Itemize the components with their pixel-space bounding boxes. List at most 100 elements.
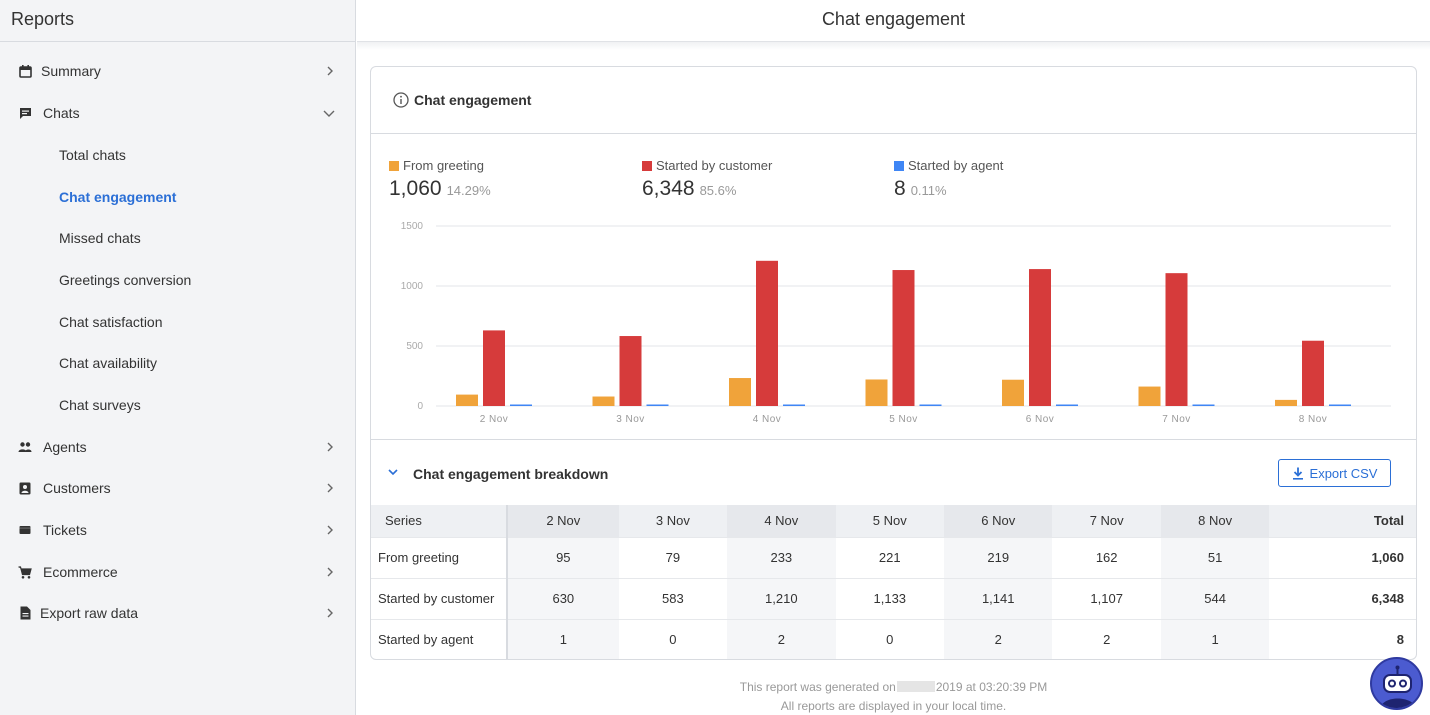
table-cell: From greeting <box>371 536 508 578</box>
table-cell: 630 <box>507 577 619 619</box>
breakdown-header: Chat engagement breakdown Export CSV <box>371 439 1416 505</box>
legend-name: From greeting <box>403 158 484 173</box>
sidebar-subitem-chat-engagement[interactable]: Chat engagement <box>0 177 355 217</box>
bar-started-by-agent <box>1056 404 1078 406</box>
sidebar-subitem-label: Missed chats <box>59 230 141 246</box>
x-tick-label: 4 Nov <box>753 414 782 425</box>
legend-percent: 0.11% <box>910 183 947 198</box>
table-row: From greeting 95 79 233 221 219 162 51 1,060 <box>371 536 1416 578</box>
column-header: 2 Nov <box>507 505 619 537</box>
table-cell: 6,348 <box>1269 577 1416 619</box>
download-icon <box>1292 467 1303 480</box>
y-tick-label: 0 <box>417 401 423 412</box>
sidebar-item-agents[interactable]: Agents <box>0 427 355 467</box>
table-cell: Started by agent <box>371 618 508 659</box>
table-cell: 1 <box>1160 618 1270 659</box>
sidebar-item-label: Tickets <box>43 522 87 538</box>
table-cell: 219 <box>944 536 1053 578</box>
table-cell: 95 <box>507 536 619 578</box>
sidebar-subitem-greetings-conversion[interactable]: Greetings conversion <box>0 260 355 300</box>
y-tick-label: 500 <box>406 341 423 352</box>
sidebar-item-label: Ecommerce <box>43 564 118 580</box>
chatbot-launcher-button[interactable] <box>1370 657 1423 710</box>
document-icon <box>18 606 32 620</box>
table-cell: 1,141 <box>944 577 1053 619</box>
bar-started-by-customer <box>1029 269 1051 406</box>
chevron-right-icon <box>327 66 333 76</box>
card-header: Chat engagement <box>371 67 1416 134</box>
legend-name: Started by customer <box>656 158 773 173</box>
people-icon <box>18 440 32 454</box>
info-icon[interactable] <box>393 92 409 108</box>
column-header: Series <box>371 505 508 537</box>
sidebar-subitem-total-chats[interactable]: Total chats <box>0 135 355 175</box>
sidebar: Reports Summary Chats Total chats Chat e… <box>0 0 356 715</box>
column-header: Total <box>1269 505 1416 537</box>
bar-started-by-agent <box>783 404 805 406</box>
column-header: 3 Nov <box>618 505 728 537</box>
column-header: 4 Nov <box>727 505 836 537</box>
bar-from-greeting <box>1138 386 1161 406</box>
sidebar-subitem-missed-chats[interactable]: Missed chats <box>0 218 355 258</box>
bar-started-by-agent <box>510 404 532 406</box>
sidebar-item-ecommerce[interactable]: Ecommerce <box>0 552 355 592</box>
column-header: 5 Nov <box>835 505 944 537</box>
sidebar-item-customers[interactable]: Customers <box>0 468 355 508</box>
legend-name: Started by agent <box>908 158 1004 173</box>
column-header: 6 Nov <box>944 505 1053 537</box>
column-header: 8 Nov <box>1160 505 1270 537</box>
chevron-right-icon <box>327 525 333 535</box>
bar-from-greeting <box>865 379 888 406</box>
table-cell: 233 <box>727 536 836 578</box>
chevron-right-icon <box>327 608 333 618</box>
table-cell: 544 <box>1160 577 1270 619</box>
calendar-icon <box>18 64 32 78</box>
bar-started-by-agent <box>1329 404 1351 406</box>
bar-from-greeting <box>729 378 751 406</box>
report-card: Chat engagement From greeting 1,060 14.29… <box>370 66 1417 660</box>
sidebar-subitem-chat-satisfaction[interactable]: Chat satisfaction <box>0 302 355 342</box>
sidebar-item-tickets[interactable]: Tickets <box>0 510 355 550</box>
chat-icon <box>18 106 32 120</box>
table-cell: Started by customer <box>371 577 508 619</box>
chevron-right-icon <box>327 483 333 493</box>
y-tick-label: 1500 <box>401 221 424 232</box>
table-cell: 1,060 <box>1269 536 1416 578</box>
sidebar-subitem-chat-availability[interactable]: Chat availability <box>0 343 355 383</box>
table-row: Started by customer 630 583 1,210 1,133 1,141… <box>371 577 1416 619</box>
sidebar-item-label: Agents <box>43 439 87 455</box>
header-shadow <box>357 42 1430 50</box>
table-cell: 2 <box>944 618 1053 659</box>
sidebar-subitem-chat-surveys[interactable]: Chat surveys <box>0 385 355 425</box>
export-csv-label: Export CSV <box>1309 465 1378 481</box>
chevron-right-icon <box>327 567 333 577</box>
export-csv-button[interactable]: Export CSV <box>1278 459 1391 487</box>
bar-from-greeting <box>1275 399 1297 406</box>
chevron-down-icon <box>323 110 335 117</box>
sidebar-subitem-label: Chat satisfaction <box>59 314 163 330</box>
bar-from-greeting <box>456 394 478 406</box>
legend-total: 1,060 <box>389 177 442 200</box>
table-cell: 2 <box>727 618 836 659</box>
sidebar-item-summary[interactable]: Summary <box>0 51 355 91</box>
sidebar-item-export-raw-data[interactable]: Export raw data <box>0 593 355 633</box>
legend-started-by-customer: Started by customer 6,348 85.6% <box>642 157 773 200</box>
sidebar-subitem-label: Total chats <box>59 147 126 163</box>
chevron-down-icon[interactable] <box>387 466 399 478</box>
sidebar-subitem-label: Chat availability <box>59 355 158 371</box>
sidebar-title: Reports <box>0 0 355 42</box>
sidebar-subitem-label: Greetings conversion <box>59 272 192 288</box>
sidebar-item-label: Customers <box>43 480 111 496</box>
sidebar-item-chats[interactable]: Chats <box>0 93 355 133</box>
legend-percent: 85.6% <box>699 183 737 198</box>
breakdown-table: Series 2 Nov 3 Nov 4 Nov 5 Nov 6 Nov 7 Nov 8 No… <box>371 505 1416 659</box>
table-cell: 0 <box>618 618 728 659</box>
sidebar-item-label: Export raw data <box>40 605 139 621</box>
sidebar-item-label: Chats <box>43 105 80 121</box>
page-title: Chat engagement <box>357 0 1430 42</box>
bar-started-by-agent <box>646 404 669 406</box>
x-tick-label: 3 Nov <box>616 414 645 425</box>
sidebar-subitem-label: Chat engagement <box>59 189 177 205</box>
table-cell: 1,210 <box>727 577 836 619</box>
x-tick-label: 5 Nov <box>889 414 918 425</box>
